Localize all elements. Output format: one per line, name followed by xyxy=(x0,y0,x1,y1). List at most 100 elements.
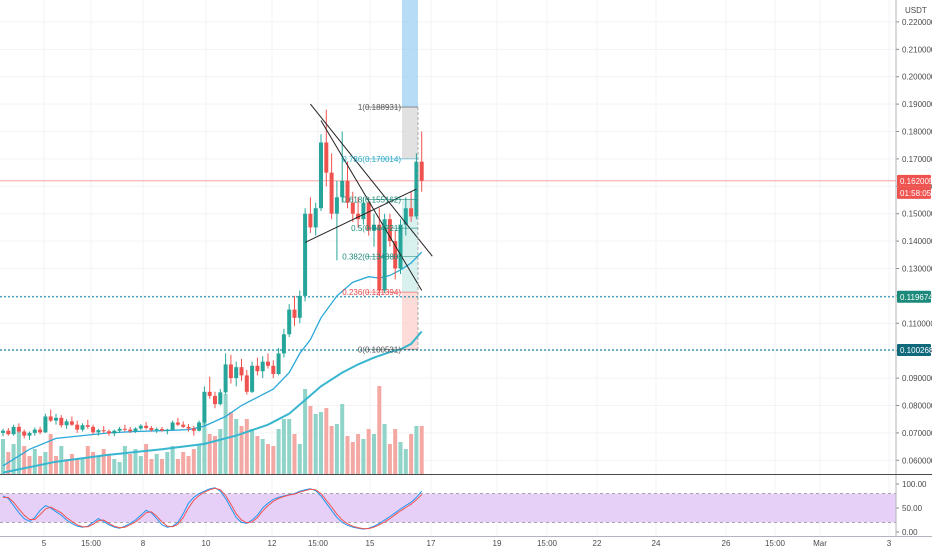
countdown-tag: 01:58:05 xyxy=(900,189,932,198)
volume-bar xyxy=(54,456,58,474)
volume-bar xyxy=(86,446,90,474)
candle-body xyxy=(139,426,143,429)
volume-bar xyxy=(399,442,403,474)
candle-body xyxy=(149,428,153,430)
volume-bar xyxy=(351,442,355,474)
volume-bar xyxy=(22,446,26,474)
candle-body xyxy=(324,142,328,172)
fib-target-zone xyxy=(402,0,418,107)
volume-bar xyxy=(112,459,116,474)
fib-level-label: 0.786(0.170014) xyxy=(342,155,401,164)
candle-body xyxy=(43,416,47,432)
volume-bar xyxy=(144,444,148,474)
candle-body xyxy=(134,429,138,432)
candle-body xyxy=(218,392,222,404)
volume-bar xyxy=(414,426,418,474)
candle-body xyxy=(308,214,312,228)
candle-body xyxy=(409,208,413,216)
volume-bar xyxy=(271,446,275,474)
volume-bar xyxy=(187,456,191,474)
candle-body xyxy=(187,427,191,429)
candle-body xyxy=(107,431,111,433)
volume-bar xyxy=(123,446,127,474)
y-tick-label: 0.180000 xyxy=(902,128,932,137)
volume-bar xyxy=(420,426,424,474)
candle-body xyxy=(155,429,159,430)
stoch-y-label: 50.00 xyxy=(902,504,923,513)
candle-body xyxy=(266,362,270,366)
volume-bar xyxy=(224,394,228,474)
volume-bar xyxy=(192,449,196,474)
candle-body xyxy=(202,392,206,423)
volume-bar xyxy=(287,419,291,474)
x-tick-label: 15:00 xyxy=(537,539,558,548)
y-tick-label: 0.150000 xyxy=(902,210,932,219)
candle-body xyxy=(28,433,32,436)
y-tick-label: 0.140000 xyxy=(902,237,932,246)
volume-bar xyxy=(361,439,365,474)
candle-body xyxy=(234,367,238,378)
volume-bar xyxy=(282,419,286,474)
volume-bar xyxy=(404,449,408,474)
x-tick-label: 3 xyxy=(887,539,892,548)
candle-body xyxy=(261,362,265,372)
currency-label: USDT xyxy=(905,6,927,15)
x-tick-label: Mar xyxy=(813,539,827,548)
candle-body xyxy=(197,422,201,430)
stoch-y-label: 0.00 xyxy=(902,528,918,537)
candle-body xyxy=(6,431,10,435)
volume-bar xyxy=(33,449,37,474)
candle-body xyxy=(303,214,307,296)
y-tick-label: 0.210000 xyxy=(902,45,932,54)
volume-bar xyxy=(160,459,164,474)
volume-bar xyxy=(181,452,185,474)
volume-bar xyxy=(340,404,344,474)
candle-body xyxy=(287,310,291,335)
volume-bar xyxy=(245,419,249,474)
candle-body xyxy=(277,353,281,374)
candle-body xyxy=(65,421,69,425)
volume-bar xyxy=(372,434,376,474)
candle-body xyxy=(176,422,180,424)
candle-body xyxy=(128,430,132,432)
volume-bar xyxy=(293,434,297,474)
volume-bar xyxy=(277,429,281,474)
volume-bar xyxy=(229,412,233,474)
volume-bar xyxy=(218,429,222,474)
candle-body xyxy=(81,425,85,429)
candle-body xyxy=(91,427,95,432)
volume-bar xyxy=(128,454,132,474)
x-tick-label: 15:00 xyxy=(81,539,102,548)
stoch-rsi-panel: 100.0050.000.00 xyxy=(0,480,927,537)
candle-body xyxy=(160,429,164,430)
candle-body xyxy=(22,432,26,436)
candle-body xyxy=(335,197,339,213)
level-tag-1: 0.119674 xyxy=(900,293,932,302)
fib-level-label: 0.618(0.155162) xyxy=(342,196,401,205)
candle-body xyxy=(208,392,212,396)
candle-body xyxy=(229,364,233,378)
y-tick-label: 0.060000 xyxy=(902,456,932,465)
current-price-tag: 0.162005 xyxy=(900,177,932,186)
volume-bar xyxy=(107,454,111,474)
horizontal-levels xyxy=(0,181,896,350)
candle-body xyxy=(255,366,259,371)
candle-body xyxy=(118,429,122,431)
volume-bar xyxy=(324,408,328,474)
volume-bar xyxy=(308,406,312,474)
fib-level-label: 1(0.188931) xyxy=(358,103,401,112)
volume-bar xyxy=(102,449,106,474)
x-tick-label: 15 xyxy=(366,539,375,548)
candle-body xyxy=(102,430,106,431)
candle-body xyxy=(245,375,249,391)
volume-bar xyxy=(118,462,122,474)
volume-bar xyxy=(319,412,323,474)
volume-bar xyxy=(383,424,387,474)
